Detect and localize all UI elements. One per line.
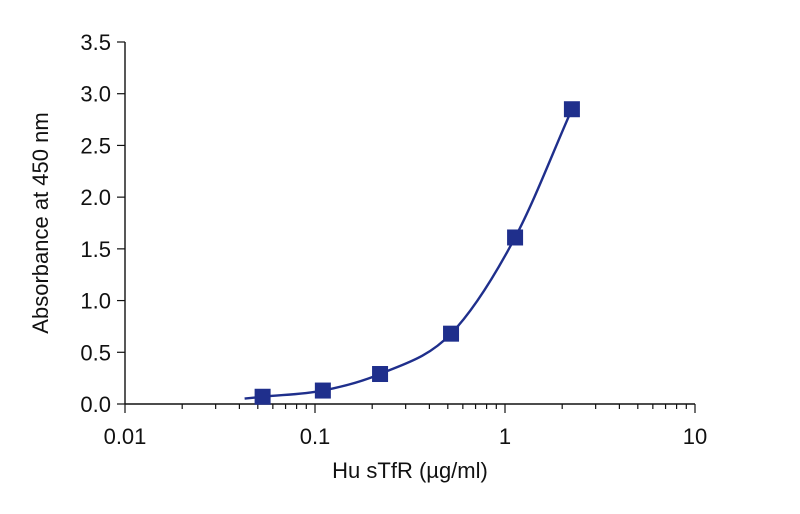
y-tick-label: 1.0 [80, 289, 111, 314]
data-point [254, 388, 271, 405]
data-points [254, 101, 580, 405]
y-tick-label: 2.0 [80, 185, 111, 210]
y-tick-label: 0.0 [80, 392, 111, 417]
y-tick-label: 0.5 [80, 340, 111, 365]
x-tick-label: 0.1 [300, 424, 331, 449]
data-point [443, 325, 460, 342]
data-point [314, 382, 331, 399]
y-axis-title: Absorbance at 450 nm [28, 112, 53, 333]
data-point [372, 366, 389, 383]
x-tick-label: 1 [499, 424, 511, 449]
y-tick-label: 2.5 [80, 133, 111, 158]
axes [124, 42, 695, 405]
x-axis-title: Hu sTfR (µg/ml) [332, 458, 488, 483]
y-tick-label: 1.5 [80, 237, 111, 262]
fit-curve [244, 108, 574, 400]
data-point [563, 101, 580, 118]
data-point [507, 229, 524, 246]
tick-labels: 0.0 0.5 1.0 1.5 2.0 2.5 3.0 3.5 0.01 0.1 1 10 [80, 30, 707, 449]
x-tick-label: 0.01 [104, 424, 147, 449]
y-tick-label: 3.5 [80, 30, 111, 55]
y-tick-label: 3.0 [80, 82, 111, 107]
ticks [117, 41, 696, 413]
x-tick-label: 10 [683, 424, 707, 449]
